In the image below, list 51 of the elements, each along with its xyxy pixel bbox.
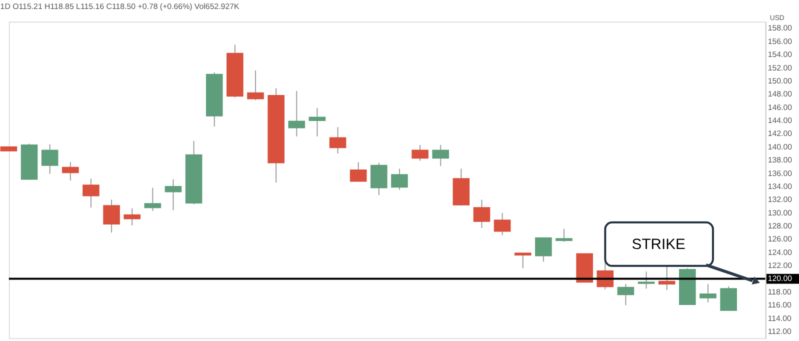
y-tick-label: 146.00 <box>768 102 793 112</box>
candlestick <box>103 199 120 234</box>
candlestick <box>41 144 58 174</box>
y-tick-label: 116.00 <box>768 300 792 310</box>
candlestick <box>494 212 511 236</box>
candlestick <box>617 284 634 306</box>
candlestick <box>391 168 408 190</box>
y-tick-label: 120.00 <box>768 274 793 284</box>
candlestick <box>720 286 737 312</box>
y-tick-label: 140.00 <box>768 142 793 152</box>
candlestick <box>288 90 306 137</box>
y-tick-label: 142.00 <box>768 129 793 138</box>
candlestick <box>556 228 572 242</box>
candlestick <box>350 162 367 182</box>
y-tick-label: 130.00 <box>768 208 793 218</box>
candlestick <box>62 162 79 182</box>
y-tick-label: 156.00 <box>768 36 793 46</box>
candlestick <box>638 271 655 290</box>
ref-line-label: STRIKE <box>632 237 686 254</box>
candlestick <box>164 178 182 211</box>
candlestick <box>247 70 264 101</box>
candlestick <box>412 144 428 162</box>
candlestick <box>370 162 388 196</box>
candlestick <box>308 108 326 137</box>
candlestick <box>535 237 552 262</box>
y-tick-label: 118.00 <box>768 287 792 296</box>
candlestick <box>329 126 346 154</box>
y-tick-label: 150.00 <box>768 76 793 86</box>
y-tick-label: 124.00 <box>768 248 793 257</box>
y-tick-label: 158.00 <box>768 24 793 33</box>
candlestick <box>124 208 141 226</box>
y-tick-label: 148.00 <box>768 90 793 99</box>
y-tick-label: 128.00 <box>768 222 793 231</box>
y-tick-label: 136.00 <box>768 168 793 178</box>
y-tick-label: 126.00 <box>768 234 793 244</box>
y-tick-label: 138.00 <box>768 156 793 165</box>
y-tick-label: 144.00 <box>768 116 793 126</box>
candlestick <box>432 144 450 167</box>
candlestick <box>82 178 100 208</box>
candlestick <box>700 284 716 303</box>
candlestick <box>144 187 162 212</box>
y-tick-label: 154.00 <box>768 50 793 60</box>
y-tick-label: 132.00 <box>768 195 793 204</box>
chart-title: 1D O115.21 H118.85 L115.16 C118.50 +0.78 (+0.66%) Vol652.927K <box>0 2 240 11</box>
candlestick <box>473 199 490 229</box>
y-tick-label: 112.00 <box>768 326 792 336</box>
y-tick-label: 114.00 <box>768 314 792 323</box>
y-tick-label: 122.00 <box>768 261 793 270</box>
y-tick-label: 134.00 <box>768 182 793 191</box>
candlestick <box>514 252 532 269</box>
y-tick-label: 152.00 <box>768 63 793 72</box>
